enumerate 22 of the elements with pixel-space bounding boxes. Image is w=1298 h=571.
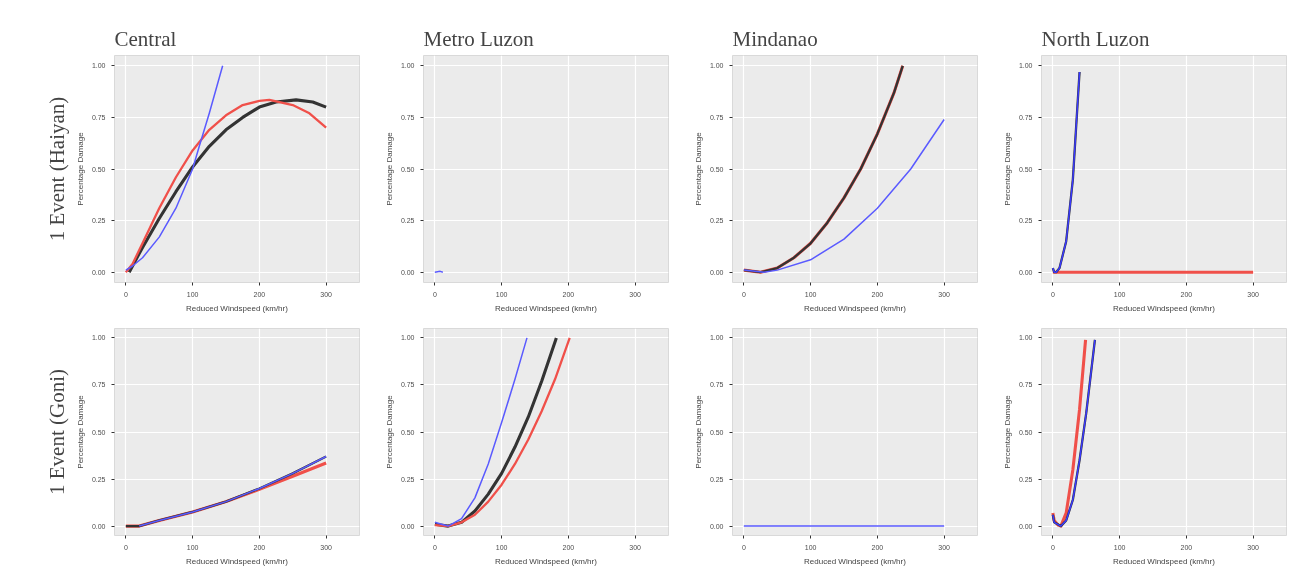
x-axis-title: Reduced Windspeed (km/hr) <box>186 556 289 566</box>
y-axis-title: Percentage Damage <box>1002 131 1012 206</box>
y-axis-title: Percentage Damage <box>75 394 85 469</box>
text: 1 Event (Haiyan) <box>44 96 69 242</box>
text: 1 Event (Goni) <box>44 369 69 495</box>
y-axis-title: Percentage Damage <box>384 131 394 206</box>
x-axis-title: Reduced Windspeed (km/hr) <box>804 303 907 313</box>
chart-title: Metro Luzon <box>423 26 535 51</box>
y-axis-title: Percentage Damage <box>693 131 703 206</box>
chart-title: North Luzon <box>1041 26 1150 51</box>
y-axis-title: Percentage Damage <box>384 394 394 469</box>
chart-title: Mindanao <box>732 26 818 51</box>
chart-title: Central <box>114 26 177 51</box>
y-axis-title: Percentage Damage <box>75 131 85 206</box>
x-axis-title: Reduced Windspeed (km/hr) <box>495 303 598 313</box>
x-axis-title: Reduced Windspeed (km/hr) <box>1113 303 1216 313</box>
x-axis-title: Reduced Windspeed (km/hr) <box>1113 556 1216 566</box>
x-axis-title: Reduced Windspeed (km/hr) <box>804 556 907 566</box>
x-axis-title: Reduced Windspeed (km/hr) <box>186 303 289 313</box>
y-axis-title: Percentage Damage <box>693 394 703 469</box>
x-axis-title: Reduced Windspeed (km/hr) <box>495 556 598 566</box>
y-axis-title: Percentage Damage <box>1002 394 1012 469</box>
